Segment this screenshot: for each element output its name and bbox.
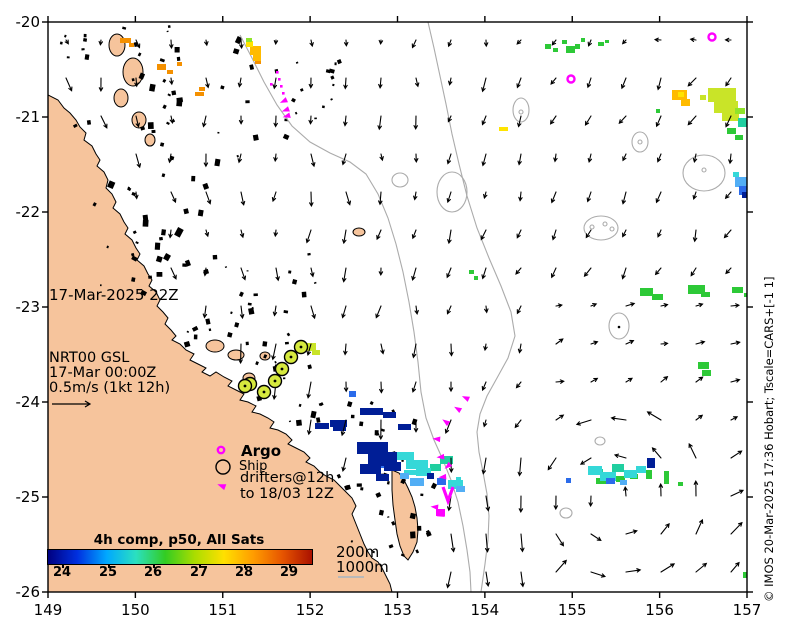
colorbar-tick-label: 29 (279, 565, 299, 580)
colorbar-tick-label: 24 (52, 565, 72, 580)
bathymetry-contours-layer (239, 22, 726, 592)
model-time: 17-Mar 00:00Z (49, 365, 157, 381)
x-axis-label: 155 (557, 601, 587, 619)
depth-contour-sample-line (338, 576, 364, 578)
scale-arrow-icon (52, 400, 92, 408)
x-axis-label: 157 (732, 601, 762, 619)
colorbar-tickmark (108, 564, 110, 568)
y-axis-label: -24 (15, 393, 41, 411)
legend-drifters-line1: drifters@12h (240, 470, 335, 486)
ship-legend-icon (215, 459, 231, 475)
colorbar-tickmark (289, 564, 291, 568)
legend-drifters-line2: to 18/03 12Z (240, 486, 334, 502)
land-layer (48, 25, 438, 592)
map-timestamp: 17-Mar-2025 22Z (49, 286, 179, 304)
depth-1000m-label: 1000m (336, 558, 389, 576)
colorbar-tick-label: 28 (234, 565, 254, 580)
copyright-text: © IMOS 20-Mar-2025 17:36 Hobart; Tscale=… (762, 276, 776, 602)
y-axis-label: -20 (15, 13, 41, 31)
legend-ship-label: Ship (239, 459, 268, 474)
drifter-markers (270, 71, 470, 517)
current-arrows-layer (64, 37, 745, 589)
x-axis-label: 153 (383, 601, 412, 619)
argo-legend-icon (216, 445, 226, 455)
colorbar-tickmark (244, 564, 246, 568)
argo-float-markers (566, 32, 717, 84)
y-axis-label: -22 (15, 203, 41, 221)
y-axis-label: -23 (15, 298, 41, 316)
x-axis-label: 154 (470, 601, 500, 619)
model-name: NRT00 GSL (49, 350, 130, 366)
sst-colorbar (47, 549, 313, 565)
y-axis-label: -25 (15, 488, 41, 506)
depth-200m-label: 200m (336, 543, 380, 561)
sst-patches-layer (120, 38, 747, 578)
colorbar-tick-label: 27 (189, 565, 209, 580)
colorbar-tickmark (199, 564, 201, 568)
colorbar-tick-label: 26 (143, 565, 163, 580)
y-axis-label: -26 (15, 583, 41, 601)
x-axis-label: 150 (121, 601, 150, 619)
ship-track-markers (237, 339, 309, 400)
velocity-scale-label: 0.5m/s (1kt 12h) (49, 380, 171, 396)
x-axis-label: 152 (295, 601, 325, 619)
x-axis-label: 151 (208, 601, 238, 619)
colorbar-tickmark (153, 564, 155, 568)
x-axis-label: 156 (645, 601, 674, 619)
colorbar-tickmark (62, 564, 64, 568)
y-axis-label: -21 (15, 108, 41, 126)
legend-marks (52, 400, 231, 491)
colorbar-tick-label: 25 (98, 565, 118, 580)
axes-frame (42, 16, 753, 598)
x-axis-label: 149 (33, 601, 63, 619)
colorbar-title: 4h comp, p50, All Sats (93, 532, 265, 548)
legend-argo-label: Argo (241, 442, 282, 460)
